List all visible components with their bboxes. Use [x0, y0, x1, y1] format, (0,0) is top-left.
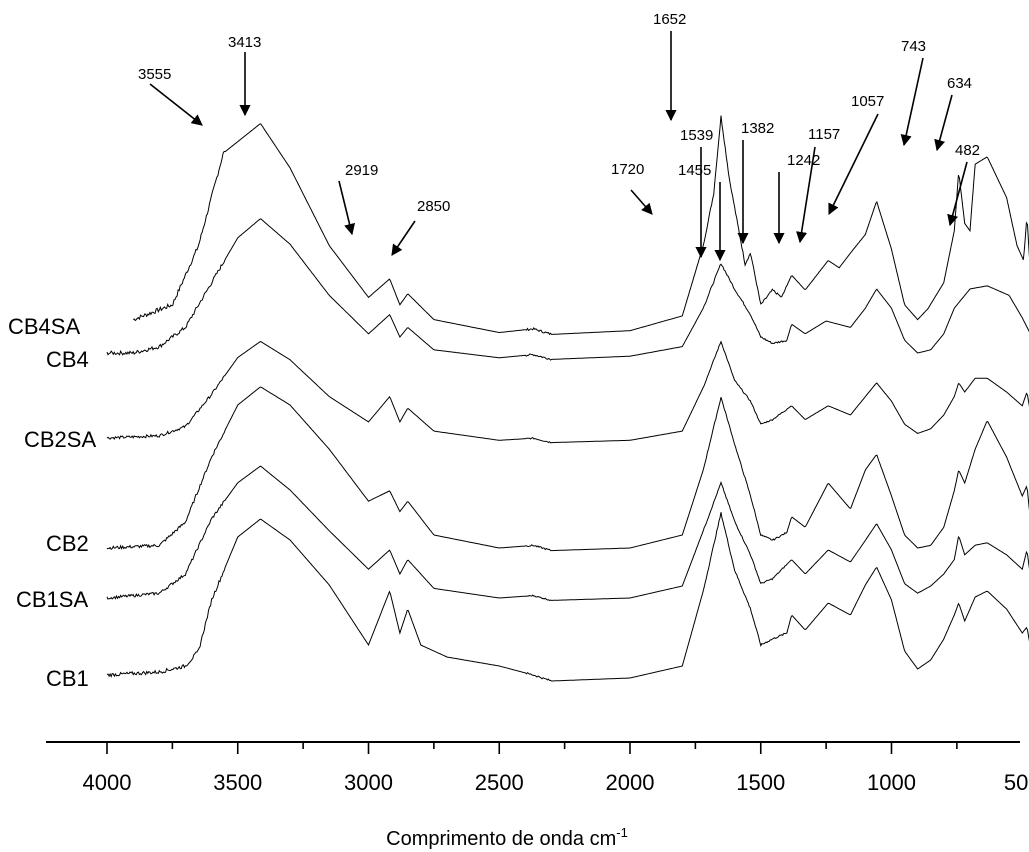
peak-label-482: 482 [955, 142, 980, 159]
peak-label-1455: 1455 [678, 162, 711, 179]
peak-arrow-2850 [391, 220, 416, 256]
peak-label-1720: 1720 [611, 161, 644, 178]
peak-label-1652: 1652 [653, 11, 686, 28]
series-label-cb1sa: CB1SA [16, 587, 88, 612]
x-tick-label: 1000 [867, 770, 916, 795]
series-line-cb4 [106, 218, 1029, 361]
x-axis: 4000 3500 3000 2500 2000 1500 1000 500 [46, 741, 1029, 795]
peak-label-3413: 3413 [228, 34, 261, 51]
x-tick-label: 4000 [83, 770, 132, 795]
x-tick-label: 3000 [344, 770, 393, 795]
series-label-cb2: CB2 [46, 531, 89, 556]
series-line-cb4sa [132, 115, 1029, 336]
peak-arrow-1057 [828, 113, 879, 216]
spectra-series [106, 115, 1029, 682]
series-line-cb1 [106, 512, 1029, 682]
series-label-cb2sa: CB2SA [24, 427, 96, 452]
peak-label-2919: 2919 [345, 162, 378, 179]
series-label-cb4sa: CB4SA [8, 314, 80, 339]
peak-label-2850: 2850 [417, 198, 450, 215]
peak-arrow-3555 [149, 83, 203, 126]
peak-label-3555: 3555 [138, 66, 171, 83]
peak-arrow-482 [947, 161, 968, 227]
peak-arrow-743 [900, 57, 924, 147]
series-line-cb2 [106, 386, 1029, 552]
peak-label-1157: 1157 [808, 126, 840, 143]
peak-arrow-634 [934, 94, 953, 152]
peak-label-1382: 1382 [741, 120, 774, 137]
series-line-cb2sa [106, 340, 1029, 444]
peak-label-1539: 1539 [680, 127, 713, 144]
x-tick-label: 1500 [736, 770, 785, 795]
series-line-cb1sa [106, 465, 1029, 601]
x-tick-label: 3500 [213, 770, 262, 795]
peak-arrow-1157 [796, 146, 816, 244]
x-tick-label: 2000 [606, 770, 655, 795]
series-labels: CB4SA CB4 CB2SA CB2 CB1SA CB1 [8, 314, 96, 691]
x-tick-label: 500 [1004, 770, 1029, 795]
peak-label-1057: 1057 [851, 93, 884, 110]
peak-arrow-2919 [338, 180, 356, 236]
peak-label-634: 634 [947, 75, 972, 92]
peak-arrow-1720 [630, 189, 653, 215]
series-label-cb4: CB4 [46, 347, 89, 372]
peak-annotations: 3555 3413 2919 2850 1720 1652 1539 1455 1382 1242… [138, 11, 980, 262]
x-tick-label: 2500 [475, 770, 524, 795]
peak-label-1242: 1242 [787, 152, 820, 169]
x-axis-title: Comprimento de onda cm-1 [386, 825, 628, 850]
peak-label-743: 743 [901, 38, 926, 55]
series-label-cb1: CB1 [46, 666, 89, 691]
